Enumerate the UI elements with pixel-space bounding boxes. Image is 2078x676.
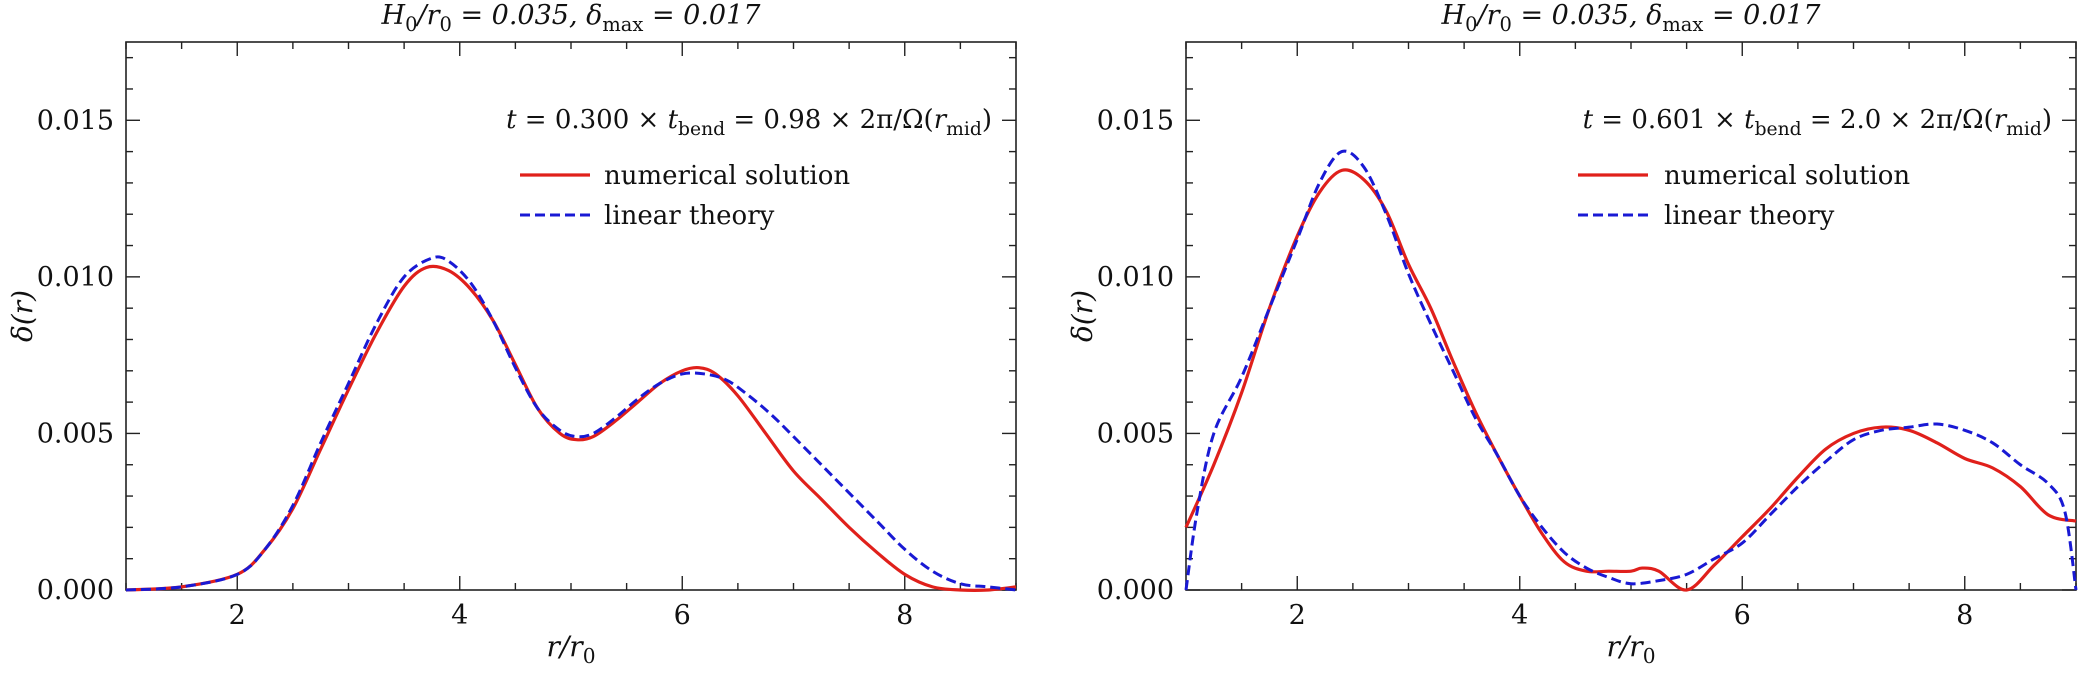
- y-tick-label: 0.015: [37, 105, 114, 136]
- x-tick-label: 8: [1956, 600, 1973, 631]
- chart-title-text: H0/r0 = 0.035, δmax = 0.017: [381, 0, 762, 36]
- y-tick-label: 0.005: [1097, 418, 1174, 449]
- x-axis-label: r/r0: [1606, 630, 1655, 668]
- series-line-linear-theory: [125, 255, 1017, 592]
- chart-title: H0/r0 = 0.035, δmax = 0.017: [1441, 0, 1822, 36]
- x-tick-label: 4: [1511, 600, 1528, 631]
- series-line-numerical-solution: [125, 264, 1017, 592]
- chart-title-text: H0/r0 = 0.035, δmax = 0.017: [1441, 0, 1822, 36]
- y-tick-label: 0.000: [37, 575, 114, 606]
- legend-label: numerical solution: [1664, 161, 1910, 191]
- y-tick-label: 0.000: [1097, 575, 1174, 606]
- x-tick-label: 4: [451, 600, 468, 631]
- y-tick-label: 0.010: [1097, 262, 1174, 293]
- time-annotation-text: t = 0.300 × tbend = 0.98 × 2π/Ω(rmid): [506, 105, 992, 140]
- x-tick-label: 6: [1734, 600, 1751, 631]
- chart-panel-left: H0/r0 = 0.035, δmax = 0.017 2 4 6 8 0.000 0.00…: [6, 0, 1017, 668]
- legend-label: linear theory: [1664, 201, 1835, 231]
- time-annotation-text: t = 0.601 × tbend = 2.0 × 2π/Ω(rmid): [1583, 105, 2052, 140]
- y-tick-label: 0.010: [37, 262, 114, 293]
- x-tick-label: 2: [229, 600, 246, 631]
- chart-title: H0/r0 = 0.035, δmax = 0.017: [381, 0, 762, 36]
- y-axis-label: δ(r): [6, 290, 39, 342]
- x-tick-label: 6: [674, 600, 691, 631]
- time-annotation: t = 0.601 × tbend = 2.0 × 2π/Ω(rmid): [1583, 105, 2052, 140]
- legend-label: linear theory: [604, 201, 775, 231]
- y-axis-label: δ(r): [1066, 290, 1099, 342]
- legend-label: numerical solution: [604, 161, 850, 191]
- x-tick-label: 8: [896, 600, 913, 631]
- chart-panel-right: H0/r0 = 0.035, δmax = 0.017 2 4 6 8 0.000 0.00…: [1066, 0, 2078, 668]
- y-tick-label: 0.015: [1097, 105, 1174, 136]
- x-axis-label: r/r0: [546, 630, 595, 668]
- y-tick-label: 0.005: [37, 418, 114, 449]
- series-line-linear-theory: [1184, 149, 2078, 591]
- series-line-numerical-solution: [1184, 168, 2077, 592]
- x-tick-label: 2: [1289, 600, 1306, 631]
- time-annotation: t = 0.300 × tbend = 0.98 × 2π/Ω(rmid): [506, 105, 992, 140]
